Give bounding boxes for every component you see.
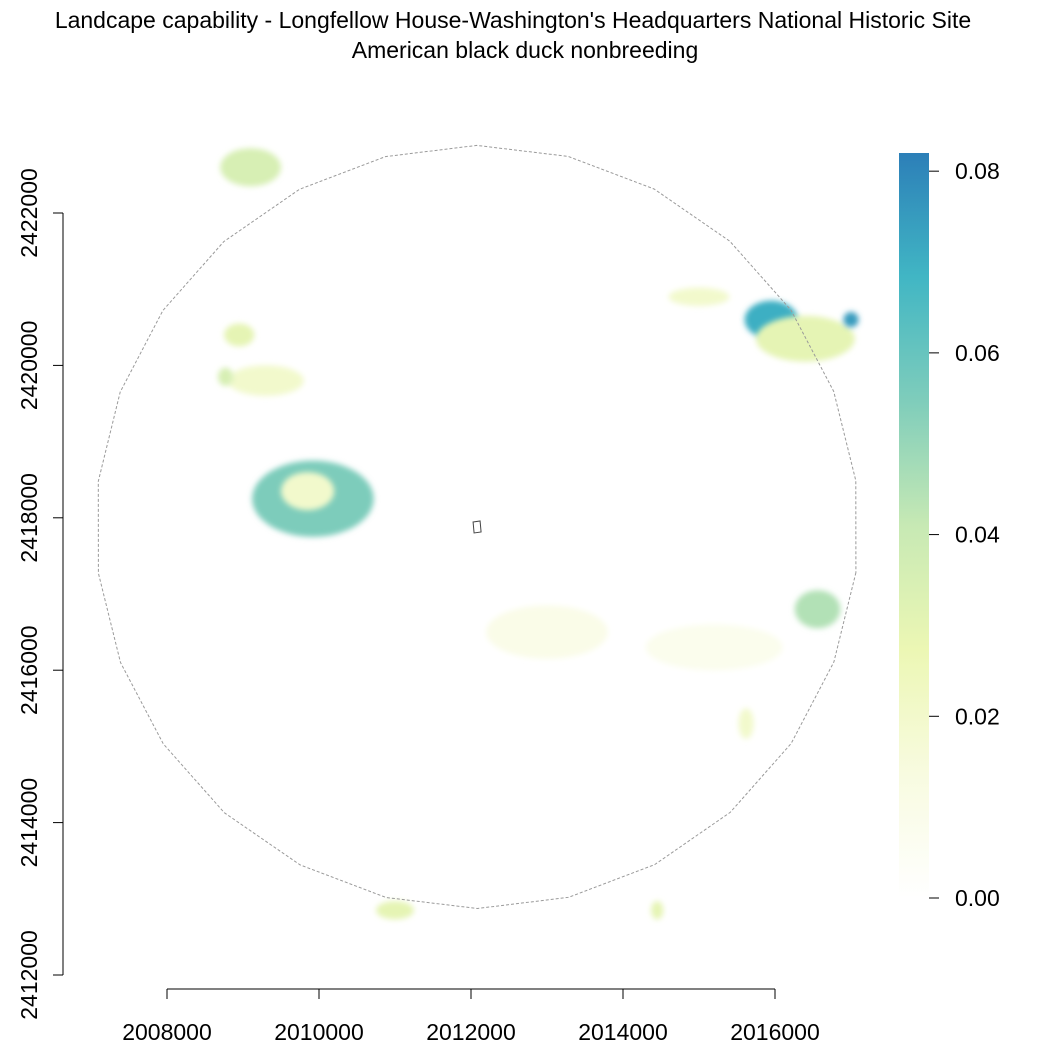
raster-patch [227,365,304,396]
x-tick-label: 2016000 [730,1019,820,1045]
y-tick-label: 2418000 [16,473,42,563]
raster-patch [756,315,855,362]
y-tick-label: 2412000 [16,930,42,1020]
raster-patch [645,624,783,671]
x-axis: 2008000 2010000 2012000 2014000 2016000 [122,988,820,1045]
raster-patch [376,901,414,920]
x-tick-label: 2008000 [122,1019,212,1045]
x-tick-label: 2012000 [426,1019,516,1045]
site-outline [472,520,482,534]
colorbar-tick-label: 0.06 [955,340,1000,366]
raster-layer [217,148,859,920]
y-tick-label: 2422000 [16,168,42,258]
x-tick-label: 2014000 [578,1019,668,1045]
raster-patch [281,472,335,511]
colorbar-bar [899,153,929,898]
raster-patch [668,287,730,306]
y-axis: 2412000 2414000 2416000 2418000 2420000 24220… [16,168,64,1020]
colorbar-tick-label: 0.00 [955,885,1000,911]
raster-patch [220,148,281,187]
map-subtitle: American black duck nonbreeding [351,37,699,63]
map-title: Landcape capability - Longfellow House-W… [54,7,972,33]
raster-patch [794,590,841,629]
raster-patch [224,323,255,347]
raster-patch [486,605,608,659]
colorbar-tick-label: 0.04 [955,522,1000,548]
colorbar: 0.00 0.02 0.04 0.06 0.08 [899,153,1000,911]
y-tick-label: 2416000 [16,625,42,715]
raster-patch [738,708,754,739]
raster-patch [843,312,859,328]
colorbar-tick-label: 0.08 [955,158,1000,184]
x-tick-label: 2010000 [274,1019,364,1045]
colorbar-tick-label: 0.02 [955,703,1000,729]
raster-patch [217,367,234,386]
raster-patch [651,901,664,920]
y-tick-label: 2420000 [16,321,42,411]
y-tick-label: 2414000 [16,778,42,868]
buffer-boundary [97,144,857,910]
